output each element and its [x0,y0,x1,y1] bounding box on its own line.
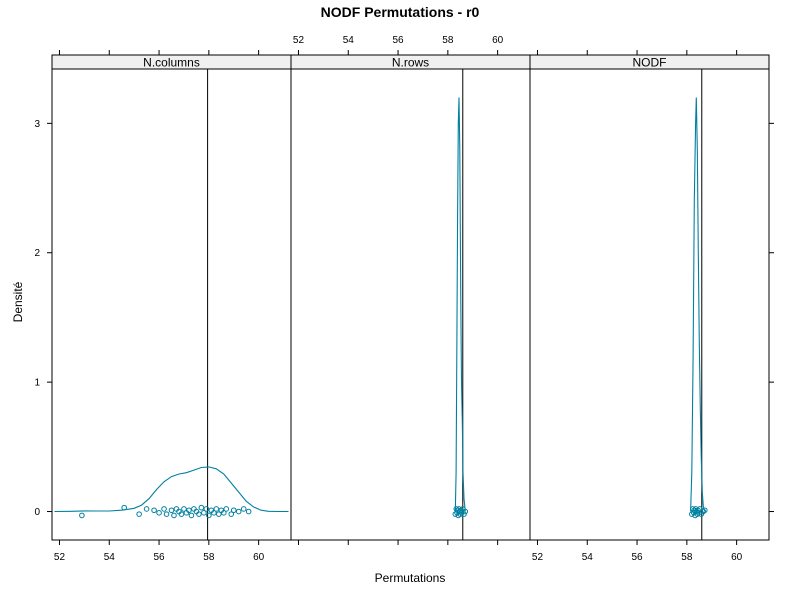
rug-point [235,508,242,515]
panel-frame [51,68,292,541]
panel-n-columns: N.columns 52 54 56 58 60 [51,50,292,563]
rug-point [462,508,469,515]
x-tick-label: 54 [582,552,594,563]
y-axis-label: Densité [11,281,25,322]
rug-point [196,511,202,517]
rug-point [178,511,185,517]
rug-point [694,511,701,517]
panel-strip-label: NODF [633,56,667,70]
rug-point [700,508,707,515]
y-tick-label: 3 [34,119,40,130]
rug-point [186,507,192,514]
rug-point [213,506,220,512]
rug-point [181,506,187,512]
x-tick-label: 60 [253,552,265,563]
density-curve [690,97,706,512]
rug-point [240,506,247,512]
rug-point [211,510,217,516]
chart-title: NODF Permutations - r0 [321,4,480,20]
rug-point [696,506,703,512]
x-axis-label: Permutations [375,571,446,585]
rug-point [223,506,230,512]
rug-point [136,511,142,517]
x-tick-label: 58 [681,552,693,563]
rug-point [245,508,252,515]
y-tick-label: 2 [34,248,40,259]
rug-point [228,511,235,517]
rug-point [156,510,162,516]
x-tick-label: 56 [392,35,404,46]
rug-point [161,506,167,512]
panel-strip-label: N.rows [392,56,429,70]
x-tick-label: 52 [54,552,66,563]
rug-point [163,511,170,517]
x-tick-label: 58 [203,552,215,563]
density-curve [454,97,466,512]
density-curve [54,466,289,513]
rug-point [151,507,157,514]
rug-point [206,512,212,519]
rug-point [690,506,696,512]
rug-point [188,512,195,519]
x-tick-label: 60 [492,35,504,46]
panel-frame [290,68,531,541]
x-tick-label: 54 [104,552,116,563]
panel-n-rows: N.rows 52 54 56 58 60 [290,35,531,545]
x-tick-label: 56 [631,552,643,563]
panel-strip-label: N.columns [143,56,200,70]
rug-point [121,504,127,511]
rug-point [171,512,177,519]
rug-point [230,507,237,514]
rug-point [457,511,464,517]
x-tick-label: 52 [532,552,544,563]
x-tick-label: 56 [153,552,165,563]
x-tick-label: 54 [343,35,355,46]
rug-point [203,506,210,512]
rug-point [701,507,708,514]
rug-point [79,512,85,519]
rug-point [143,506,150,512]
rug-point [220,510,227,516]
y-tick-label: 0 [34,507,40,518]
rug-point [198,504,205,511]
rug-point [168,507,175,514]
x-tick-label: 52 [293,35,305,46]
panel-frame [529,68,770,541]
panel-nodf: NODF 52 54 56 58 60 [529,50,770,563]
y-tick-label: 1 [34,378,40,389]
rug-point [216,511,222,517]
x-tick-label: 60 [731,552,743,563]
rug-point [201,510,207,516]
chart-panels: N.columns 52 54 56 58 60 N.rows 52 54 56 58 60 NODF 5… [34,35,774,563]
x-tick-label: 58 [442,35,454,46]
